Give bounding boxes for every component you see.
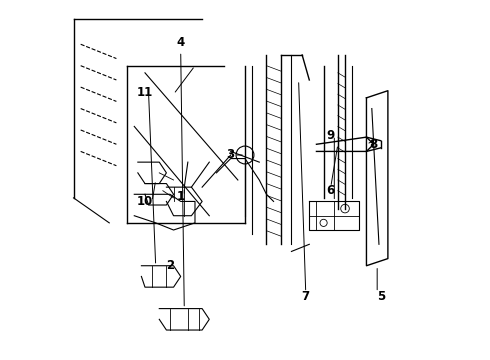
Text: 9: 9 [327, 129, 335, 142]
Text: 6: 6 [327, 184, 335, 197]
Text: 2: 2 [166, 259, 174, 272]
Text: 5: 5 [377, 289, 385, 303]
Text: 3: 3 [227, 148, 235, 162]
Text: 1: 1 [176, 190, 185, 203]
Text: 11: 11 [137, 86, 153, 99]
Text: 10: 10 [137, 195, 153, 208]
Text: 8: 8 [369, 138, 378, 151]
Text: 4: 4 [176, 36, 185, 49]
Text: 7: 7 [302, 289, 310, 303]
